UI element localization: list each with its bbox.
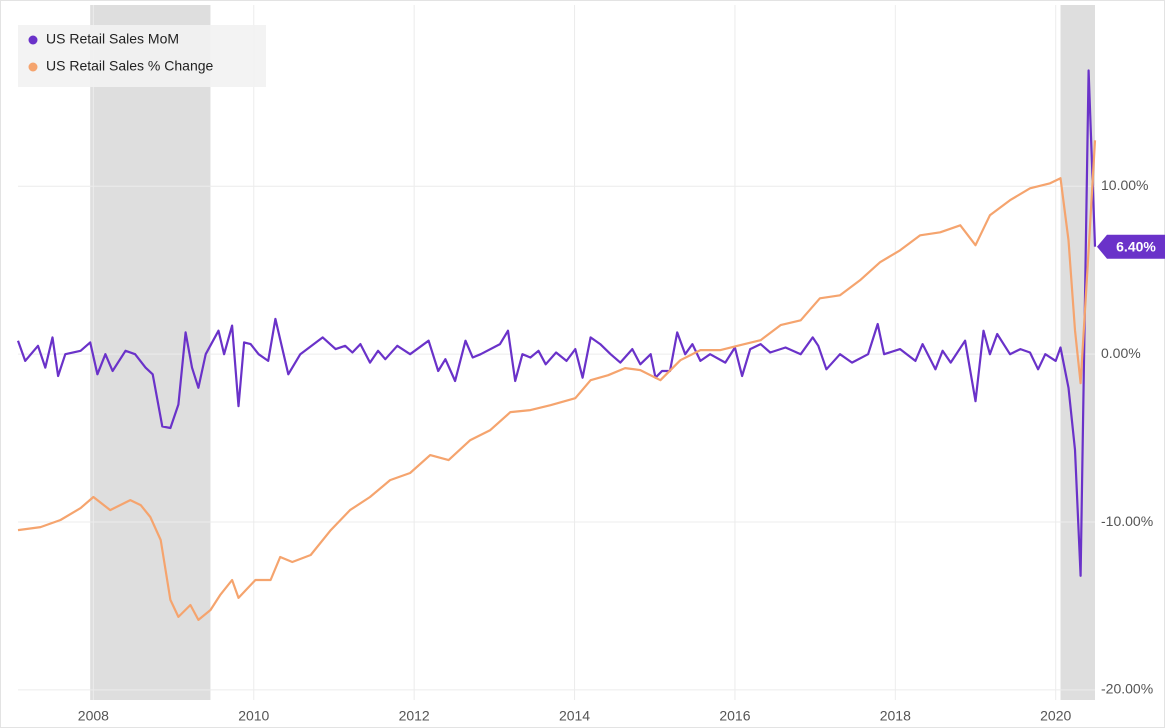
x-tick-label: 2010 xyxy=(238,708,269,724)
legend: US Retail Sales MoM US Retail Sales % Cha… xyxy=(18,25,266,87)
legend-label: US Retail Sales MoM xyxy=(46,31,179,47)
series-line xyxy=(17,140,1097,621)
legend-marker xyxy=(28,62,38,72)
y-tick-label: -20.00% xyxy=(1101,681,1153,697)
background-layer xyxy=(90,5,1095,700)
end-value-label: 6.40% xyxy=(1116,238,1156,254)
legend-box xyxy=(18,25,266,87)
lines-layer xyxy=(16,69,1097,621)
y-tick-label: -10.00% xyxy=(1101,513,1153,529)
x-tick-label: 2008 xyxy=(78,708,109,724)
labels-layer: 2008 2010 2012 2014 2016 2018 2020 -20.00% -10.0… xyxy=(78,177,1165,724)
y-tick-label: 10.00% xyxy=(1101,177,1148,193)
x-tick-label: 2016 xyxy=(719,708,750,724)
y-tick-label: 0.00% xyxy=(1101,345,1141,361)
end-value-badge xyxy=(1097,234,1165,259)
x-tick-label: 2018 xyxy=(880,708,911,724)
x-tick-label: 2020 xyxy=(1040,708,1071,724)
legend-marker xyxy=(28,35,38,45)
recession-band xyxy=(90,5,211,700)
x-tick-label: 2014 xyxy=(559,708,590,724)
legend-label: US Retail Sales % Change xyxy=(46,58,214,74)
series-line xyxy=(16,69,1097,577)
x-tick-label: 2012 xyxy=(399,708,430,724)
